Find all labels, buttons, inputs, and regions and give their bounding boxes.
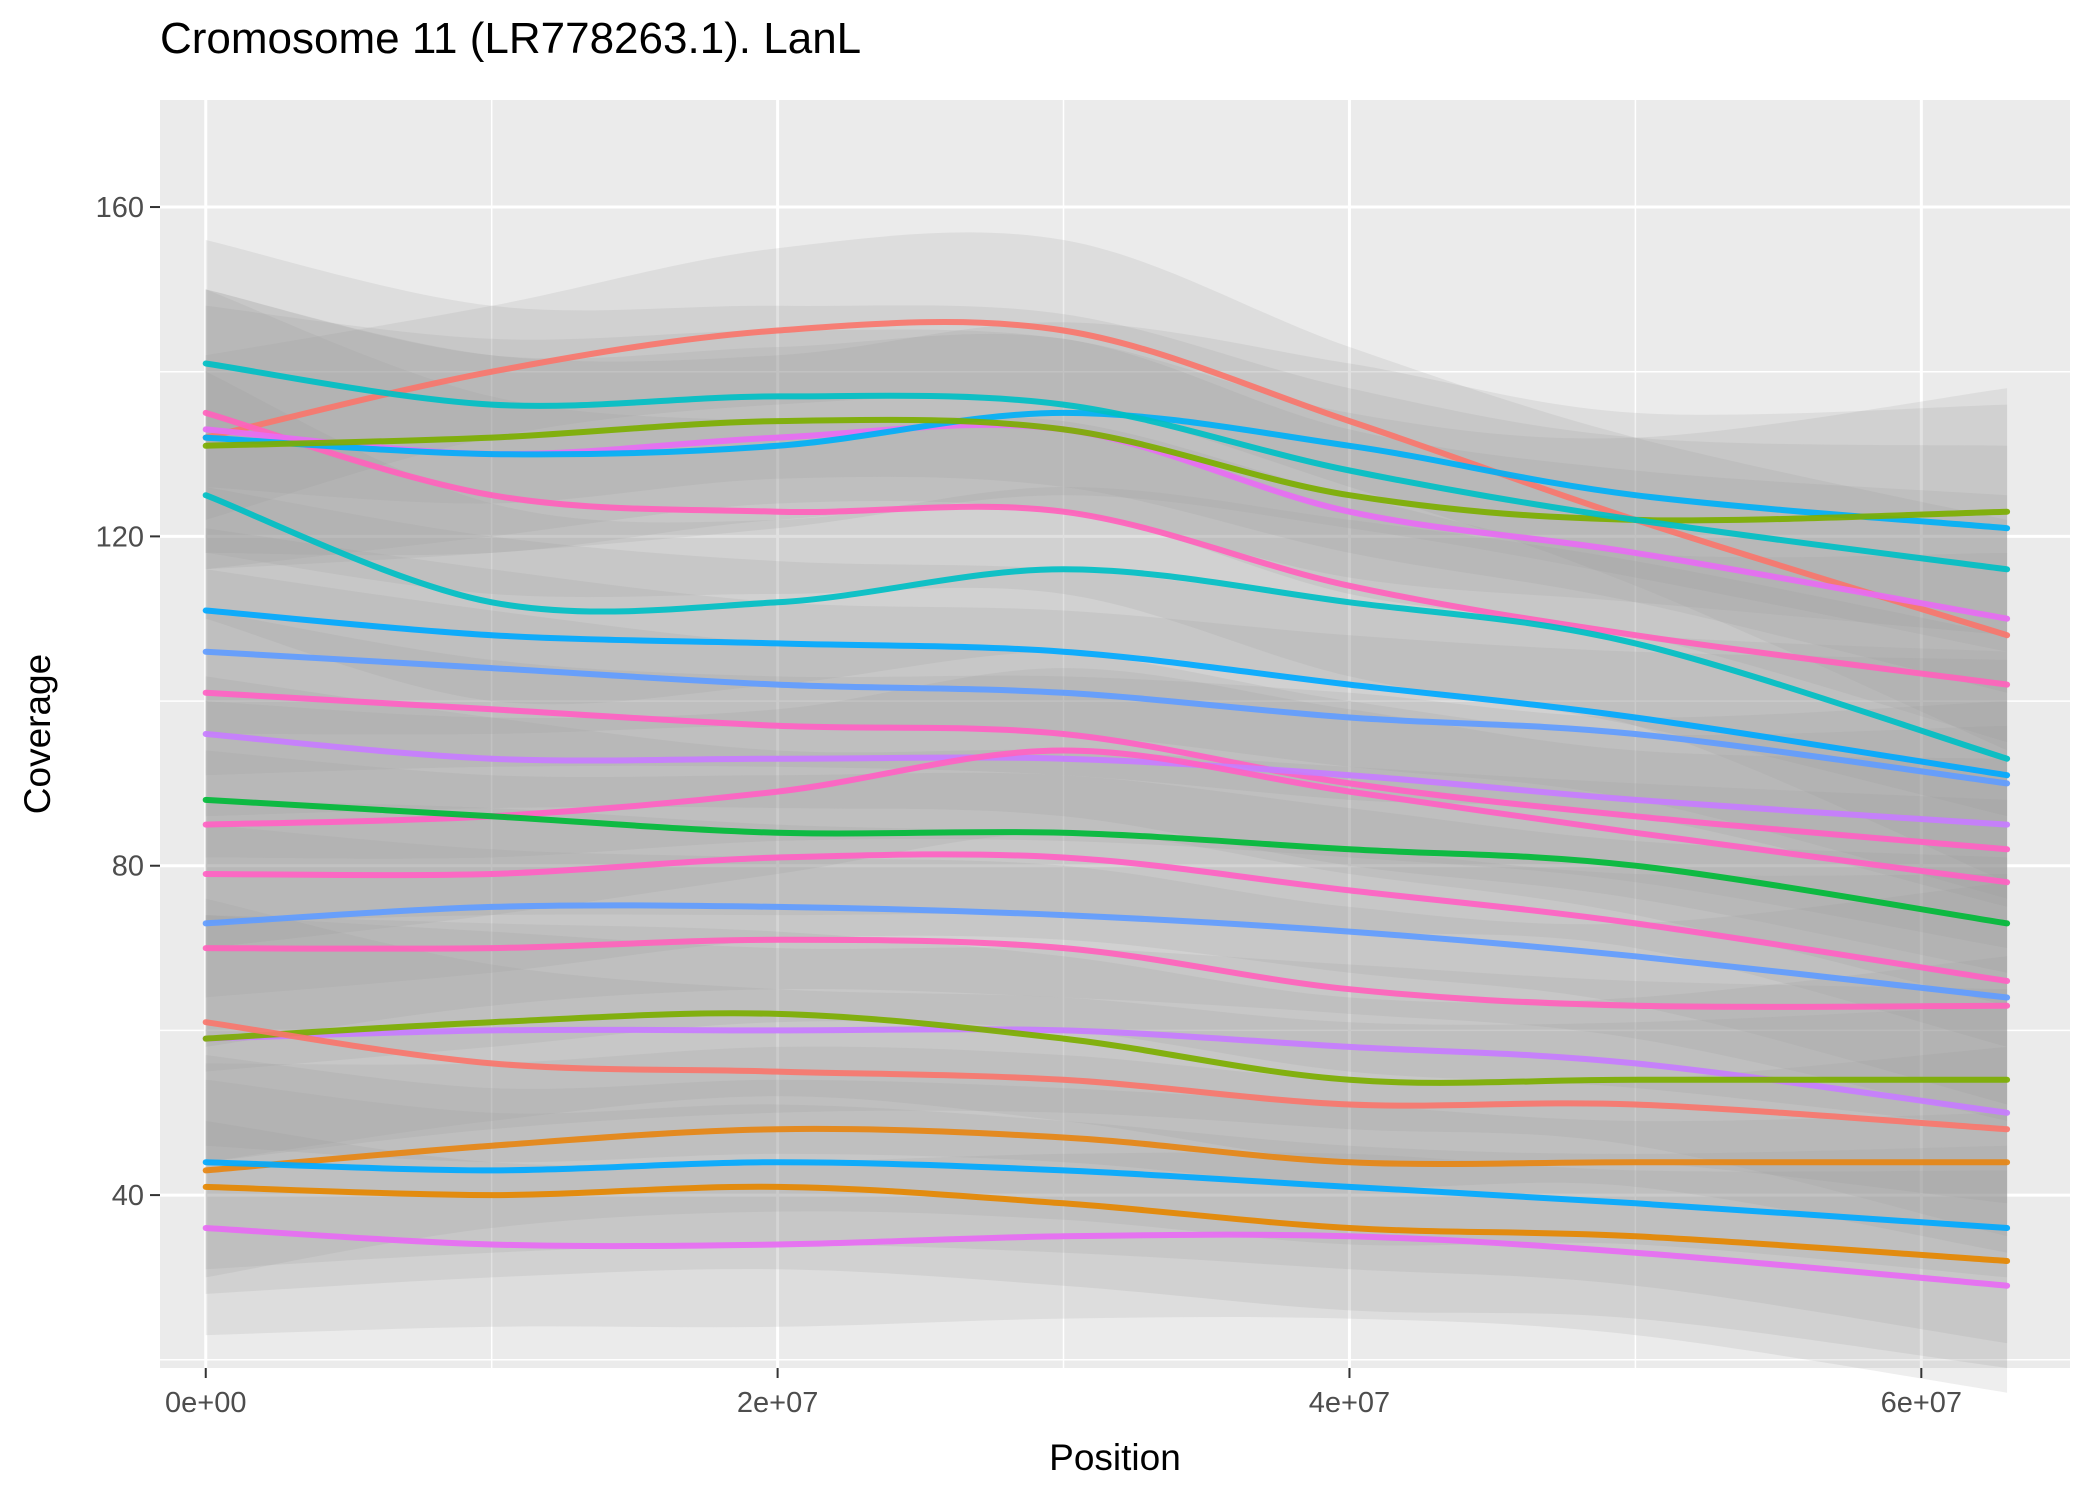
y-tick-label: 120 <box>96 521 144 553</box>
confidence-ribbon <box>205 305 2008 636</box>
confidence-ribbon <box>205 1055 2008 1344</box>
confidence-ribbon <box>205 371 2008 883</box>
x-tick-label: 0e+00 <box>165 1387 246 1419</box>
y-axis-title: Coverage <box>17 654 58 814</box>
series-line <box>202 1019 2011 1133</box>
series-line <box>202 731 2011 828</box>
confidence-ribbon <box>205 750 2008 1105</box>
series-line <box>202 409 2011 688</box>
series-line <box>202 607 2011 779</box>
series-lines <box>202 319 2011 1289</box>
axes: 0e+00 2e+07 4e+07 6e+07 40 80 120 160 <box>96 192 1962 1419</box>
series-line <box>202 689 2011 853</box>
confidence-ribbon <box>205 610 2008 949</box>
confidence-ribbon <box>205 289 2008 652</box>
x-tick-label: 4e+07 <box>1309 1387 1390 1419</box>
series-line <box>202 796 2011 927</box>
confidence-ribbon <box>205 799 2008 1121</box>
confidence-ribbon <box>205 289 2008 817</box>
confidence-ribbon <box>205 824 2008 1130</box>
y-tick-label: 80 <box>112 851 144 883</box>
x-axis-title: Position <box>1049 1437 1181 1478</box>
series-line <box>202 1125 2011 1174</box>
y-tick-label: 160 <box>96 192 144 224</box>
series-line <box>202 1225 2011 1289</box>
confidence-ribbon <box>205 1079 2008 1368</box>
series-line <box>202 902 2011 1001</box>
confidence-ribbon <box>205 915 2008 1237</box>
chart-title: Cromosome 11 (LR778263.1). LanL <box>160 14 862 63</box>
x-tick-label: 2e+07 <box>737 1387 818 1419</box>
series-line <box>202 1026 2011 1116</box>
confidence-ribbon <box>205 240 2008 693</box>
confidence-ribbon <box>205 915 2008 1204</box>
y-tick-label: 40 <box>112 1180 144 1212</box>
series-line <box>202 492 2011 762</box>
series-line <box>202 409 2011 532</box>
confidence-ribbon <box>205 668 2008 1006</box>
series-line <box>202 851 2011 984</box>
series-line <box>202 936 2011 1010</box>
confidence-ribbon <box>205 569 2008 973</box>
series-line <box>202 1183 2011 1264</box>
confidence-ribbon <box>205 232 2008 751</box>
confidence-ribbon <box>205 528 2008 907</box>
series-line <box>202 1159 2011 1231</box>
series-line <box>202 1010 2011 1086</box>
series-line <box>202 360 2011 573</box>
x-tick-label: 6e+07 <box>1881 1387 1962 1419</box>
series-line <box>202 648 2011 787</box>
